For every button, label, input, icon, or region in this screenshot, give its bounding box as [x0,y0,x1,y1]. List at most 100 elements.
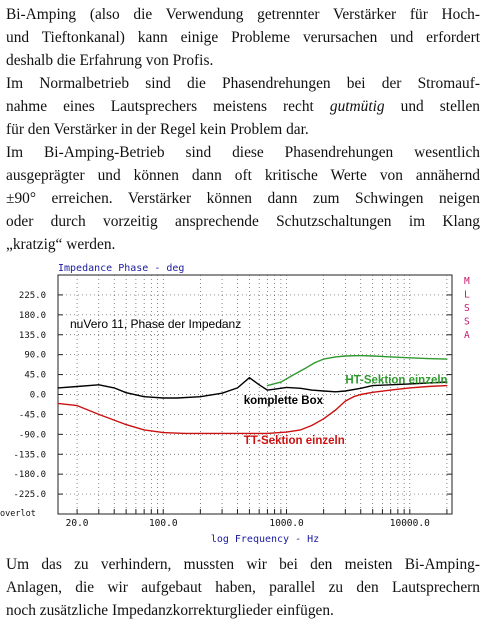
series-point [323,390,325,392]
series-point [372,391,374,393]
y-tick-label: -45.0 [19,410,46,420]
y-tick-label: 135.0 [19,331,46,341]
series-point [300,387,302,389]
series-label: komplette Box [244,395,324,407]
series-point [390,356,392,358]
series-point [266,385,268,387]
series-point [409,387,411,389]
series-point [427,382,429,384]
series-point [162,432,164,434]
text-line: für den Verstärker in der Regel kein Pro… [6,121,309,138]
text-line: und Tieftonkanal) kann einige Probleme v… [6,29,480,46]
series-line [57,384,447,435]
paragraph-normal-operation: Im Normalbetrieb sind die Phasendrehunge… [6,72,480,141]
series-point [76,405,78,407]
impedance-phase-chart: 225.0 180.0 135.0 90.0 45.0 0.0 -45.0 -90.0 -135… [0,263,470,545]
series-point [184,432,186,434]
series-point [143,396,145,398]
chart-inner-title: nuVero 11, Phase der Impedanz [70,317,241,331]
series-point [248,432,250,434]
series-point [409,357,411,359]
series-point [176,397,178,399]
series-point [57,402,59,404]
series-point [335,391,337,393]
paragraph-bi-amping-operation: Im Bi-Amping-Betrieb sind diese Phasendr… [6,141,480,256]
text-line: „kratzig“ werden. [6,236,116,253]
emphasis-word: gutmütig [329,98,385,115]
text-line: oder durch vorzeitig ansprechende Schutz… [6,213,480,230]
text-line: deshalb die Erfahrung von Profis. [6,52,214,69]
series-point [221,392,223,394]
series-point [427,385,429,388]
series-point [372,385,374,387]
text-line: ausgeprägter und können dann oft kritisc… [6,167,480,184]
series-point [248,377,250,379]
series-point [162,397,164,399]
text-fragment: nahme eines Lautsprechers meistens recht [6,98,330,115]
series-point [335,356,337,358]
x-axis-label: log Frequency - Hz [211,534,319,545]
text-fragment: und stellen [384,98,480,115]
series-point [314,362,316,364]
series-point [285,386,288,388]
y-tick-label: -180.0 [13,470,46,480]
series-point [390,389,392,391]
x-tick-label: 10000.0 [390,518,430,529]
series-point [291,375,293,377]
y-tick-label: 0.0 [30,391,46,401]
series-point [125,392,127,394]
mlssa-letter: S [464,317,470,328]
corner-label: overlot [0,509,36,519]
series-point [335,409,337,411]
series-point [266,389,268,391]
series-point [344,400,346,402]
series-point [199,396,201,398]
chart-title: Impedance Phase - deg [58,263,184,274]
y-tick-label: -135.0 [13,450,46,460]
series-point [427,358,429,360]
mlssa-letter: S [464,303,470,314]
series-point [446,358,448,360]
series-point [300,429,302,431]
series-point [323,418,325,420]
series-point [353,396,355,398]
y-tick-label: 225.0 [19,291,46,301]
series-point [125,424,127,426]
paragraph-bi-amping-intro: Bi-Amping (also die Verwendung getrennte… [6,3,480,72]
series-point [76,385,78,388]
text-line: nahme eines Lautsprechers meistens recht… [6,95,480,118]
text-line: Im Bi-Amping-Betrieb sind diese Phasendr… [6,144,480,161]
mlssa-letter: M [464,276,470,287]
series-point [113,387,115,389]
series-point [344,390,346,392]
series-point [266,432,268,434]
text-line: Bi-Amping (also die Verwendung getrennte… [6,6,480,23]
series-label: TT-Sektion einzeln [244,435,345,447]
y-tick-label: 45.0 [24,371,46,381]
y-tick-label: 90.0 [24,351,46,361]
series-point [236,387,239,389]
series-point [143,429,145,431]
series-point [311,389,313,391]
series-point [274,388,276,390]
x-tick-label: 20.0 [66,518,89,529]
series-point [98,413,100,415]
text-line: Anlagen, die wir aufgebaut haben, parall… [6,579,480,596]
y-tick-label: -90.0 [19,430,46,440]
series-point [280,381,282,383]
x-tick-label: 100.0 [149,518,178,529]
series-label: HT-Sektion einzeln [345,374,447,386]
series-point [323,358,325,360]
series-point [285,431,288,433]
series-point [446,381,448,383]
mlssa-letter: L [464,290,470,301]
series-point [372,355,374,357]
y-tick-label: -225.0 [13,490,46,500]
series-point [409,383,411,385]
series-point [199,432,201,434]
text-line: ±90° erreichen. Verstärker können dann z… [6,190,480,207]
mlssa-letter: A [464,330,470,341]
series-point [57,387,59,389]
series-point [303,368,306,370]
series-point [390,384,392,386]
